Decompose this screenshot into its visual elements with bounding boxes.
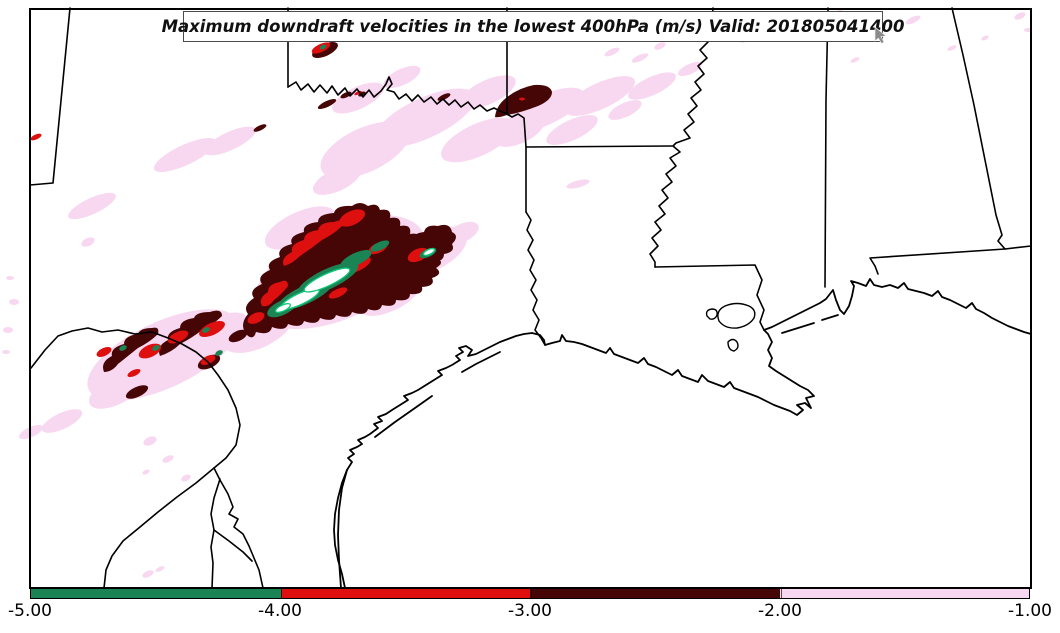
map-title: Maximum downdraft velocities in the lowe… (161, 17, 905, 36)
colorbar-tick-label: -5.00 (8, 601, 52, 621)
title-box: Maximum downdraft velocities in the lowe… (162, 11, 904, 42)
state-borders (29, 7, 1032, 346)
louisiana-mississippi-border (654, 264, 765, 331)
rivers (30, 7, 714, 589)
colorbar-tick-label: -3.00 (508, 601, 552, 621)
coastline (333, 278, 1032, 589)
colorbar-segment-green (31, 589, 281, 598)
colorbar-divider (281, 589, 282, 598)
colorbar (30, 588, 1030, 599)
alabama-florida-border (869, 248, 1006, 275)
padre-island (337, 469, 348, 589)
mexico-state-line-west (103, 467, 215, 589)
mouse-cursor-icon (874, 26, 887, 45)
colorbar-divider (781, 589, 782, 598)
gulf-coastline (333, 278, 1032, 589)
texas-east-border (504, 112, 527, 213)
colorbar-tick-label: -1.00 (1008, 601, 1052, 621)
arkansas-louisiana-border (525, 145, 673, 148)
mexico-state-line-east (213, 529, 253, 562)
rio-grande-river (30, 327, 264, 589)
lake-maurepas (705, 308, 718, 320)
galveston-island (461, 351, 501, 373)
lake-pontchartrain (717, 302, 756, 329)
new-mexico-border (29, 7, 71, 186)
colorbar-segment-maroon (530, 589, 780, 598)
colorbar-divider (531, 589, 532, 598)
colorbar-tick-label: -4.00 (258, 601, 302, 621)
mississippi-sound-barrier-2 (821, 314, 839, 321)
contour-core-white (274, 247, 436, 313)
mississippi-river (649, 7, 714, 268)
red-river (287, 76, 506, 114)
florida-georgia-border (1004, 245, 1032, 250)
sabine-river-border (525, 211, 546, 346)
colorbar-tick-label: -2.00 (758, 601, 802, 621)
colorbar-segment-red (280, 589, 530, 598)
matagorda-island (374, 395, 433, 438)
lake-salvador (727, 338, 739, 352)
alabama-georgia-border (951, 7, 1006, 250)
lakes (705, 302, 756, 352)
mississippi-sound-barrier (781, 322, 815, 334)
colorbar-segment-pink (779, 589, 1029, 598)
